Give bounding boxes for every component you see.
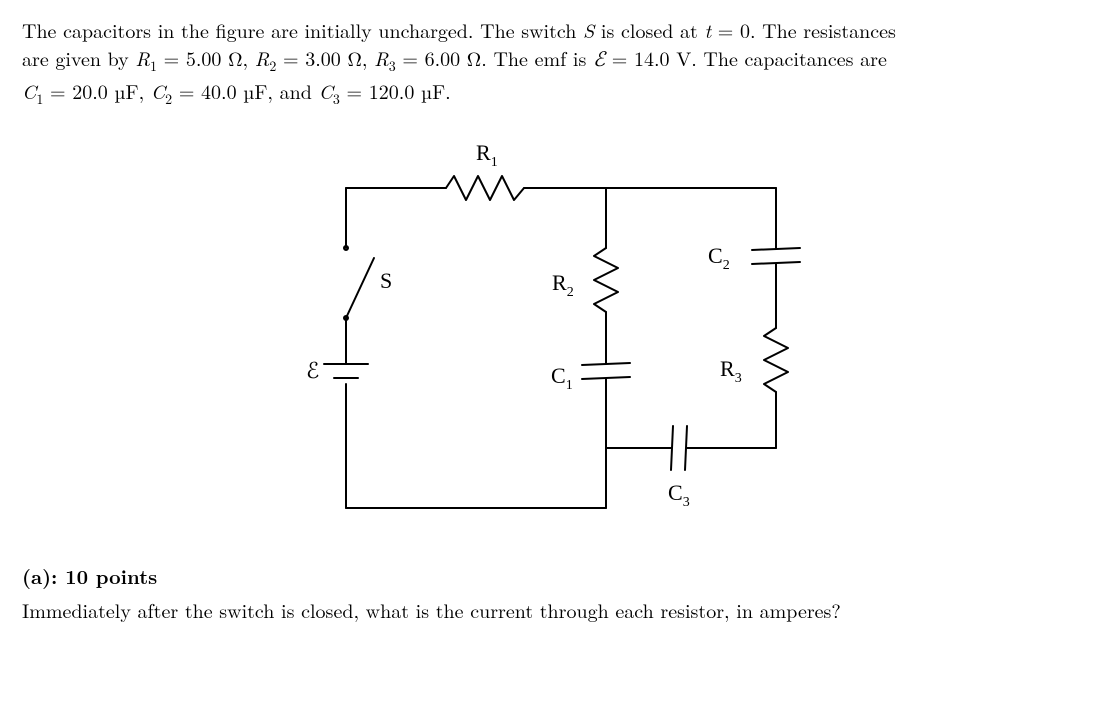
- switch-S: S: [583, 15, 594, 44]
- val-C1: = 20.0 µF,: [43, 76, 151, 105]
- val-emf: = 14.0 V. The capacitances are: [605, 43, 887, 72]
- txt: The capacitors in the figure are initial…: [22, 15, 583, 44]
- sub-C3: 3: [333, 89, 340, 109]
- sub-R3: 3: [389, 56, 396, 76]
- var-emf: ℰ: [593, 43, 605, 72]
- part-a-label: (a): 10 points: [22, 561, 1090, 590]
- txt: are given by: [22, 43, 135, 72]
- svg-text:R1: R1: [476, 140, 498, 170]
- var-C2: C: [151, 76, 165, 105]
- part-a-question: Immediately after the switch is closed, …: [22, 596, 1090, 624]
- var-C3: C: [319, 76, 333, 105]
- svg-text:C2: C2: [708, 243, 730, 273]
- val-R2: = 3.00 Ω,: [276, 43, 374, 72]
- problem-statement: The capacitors in the figure are initial…: [22, 16, 1090, 110]
- svg-text:S: S: [380, 268, 392, 293]
- svg-text:C3: C3: [668, 480, 690, 510]
- var-R1: R: [135, 43, 150, 72]
- val-R3: = 6.00 Ω. The emf is: [396, 43, 593, 72]
- sub-R1: 1: [150, 56, 157, 76]
- svg-text:C1: C1: [551, 363, 573, 393]
- svg-text:ℰ: ℰ: [306, 358, 319, 383]
- val-C3: = 120.0 µF.: [340, 76, 451, 105]
- var-R3: R: [374, 43, 389, 72]
- circuit-diagram: R1 R2 R3 C1 C2 C3 S ℰ: [276, 118, 836, 548]
- var-C1: C: [22, 76, 36, 105]
- val-C2: = 40.0 µF, and: [172, 76, 318, 105]
- txt: is closed at: [594, 15, 704, 44]
- val-R1: = 5.00 Ω,: [157, 43, 255, 72]
- var-R2: R: [255, 43, 270, 72]
- svg-text:R2: R2: [552, 270, 574, 300]
- svg-text:R3: R3: [720, 356, 742, 386]
- txt: = 0. The resistances: [711, 15, 896, 44]
